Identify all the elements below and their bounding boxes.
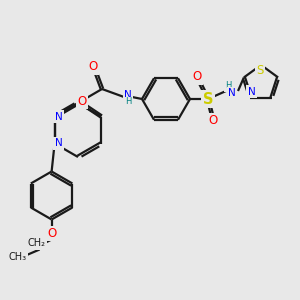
Text: CH₂: CH₂ — [28, 238, 46, 248]
Text: O: O — [88, 61, 98, 74]
Text: N: N — [228, 88, 236, 98]
Text: N: N — [124, 90, 132, 100]
Text: CH₃: CH₃ — [9, 253, 27, 262]
Text: S: S — [203, 92, 213, 106]
Text: O: O — [208, 115, 217, 128]
Text: N: N — [55, 112, 62, 122]
Text: N: N — [248, 87, 255, 97]
Text: H: H — [225, 82, 231, 91]
Text: O: O — [47, 227, 56, 240]
Text: O: O — [78, 95, 87, 108]
Text: S: S — [256, 64, 264, 77]
Text: N: N — [55, 139, 62, 148]
Text: O: O — [192, 70, 202, 83]
Text: H: H — [125, 98, 131, 106]
